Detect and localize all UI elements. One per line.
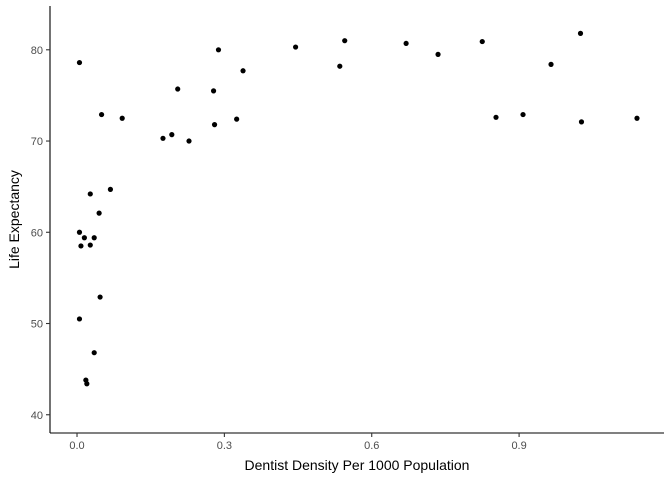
data-point <box>215 47 222 53</box>
data-point <box>479 38 485 45</box>
y-axis-ticks: 40 50 60 70 80 <box>31 45 50 422</box>
data-point <box>234 116 240 122</box>
data-point <box>520 111 526 118</box>
data-point <box>548 61 554 67</box>
data-point <box>107 186 114 192</box>
data-point <box>76 59 83 66</box>
data-point <box>293 44 299 50</box>
x-tick-label: 0.6 <box>364 440 379 452</box>
data-point <box>435 51 441 57</box>
data-point <box>210 88 217 94</box>
data-point <box>160 135 166 141</box>
data-point <box>493 114 499 120</box>
points-layer <box>76 30 640 387</box>
data-point <box>211 122 218 128</box>
data-point <box>169 132 175 138</box>
data-point <box>87 191 93 197</box>
y-tick-label: 80 <box>31 45 43 57</box>
data-point <box>76 229 83 235</box>
data-point <box>78 243 84 249</box>
data-point <box>342 38 348 44</box>
data-point <box>98 111 105 118</box>
data-point <box>96 210 102 216</box>
data-point <box>186 138 192 144</box>
data-point <box>175 86 181 92</box>
data-point <box>91 350 97 356</box>
data-point <box>87 242 93 248</box>
data-point <box>91 235 97 241</box>
y-axis-title: Life Expectancy <box>6 170 22 269</box>
y-tick-label: 70 <box>31 136 43 148</box>
data-point <box>577 30 584 36</box>
data-point <box>119 115 125 121</box>
data-point <box>240 68 246 74</box>
data-point <box>81 235 87 241</box>
data-point <box>76 316 83 322</box>
x-axis-title: Dentist Density Per 1000 Population <box>245 457 470 473</box>
data-point <box>337 63 343 69</box>
x-tick-label: 0.0 <box>69 440 84 452</box>
x-axis-ticks: 0.0 0.3 0.6 0.9 <box>69 433 527 452</box>
y-tick-label: 50 <box>31 319 43 331</box>
data-point <box>84 381 90 387</box>
y-tick-label: 60 <box>31 227 43 239</box>
data-point <box>97 294 103 300</box>
data-point <box>403 40 409 47</box>
data-point <box>634 115 640 121</box>
x-tick-label: 0.9 <box>511 440 526 452</box>
data-point <box>578 119 585 125</box>
y-tick-label: 40 <box>31 410 43 422</box>
x-tick-label: 0.3 <box>217 440 232 452</box>
